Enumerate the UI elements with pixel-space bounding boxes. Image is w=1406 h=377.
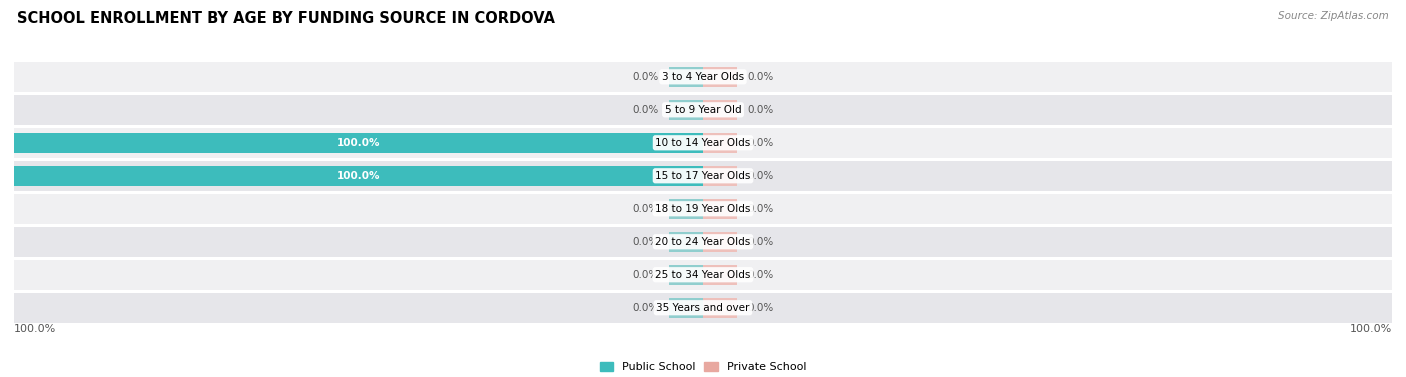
Text: 0.0%: 0.0% [748, 204, 775, 214]
Text: 0.0%: 0.0% [748, 237, 775, 247]
Bar [669, 265, 703, 285]
Text: 15 to 17 Year Olds: 15 to 17 Year Olds [655, 171, 751, 181]
Bar [669, 67, 703, 87]
Text: 18 to 19 Year Olds: 18 to 19 Year Olds [655, 204, 751, 214]
Bar [14, 293, 1392, 323]
Bar [14, 161, 1392, 191]
Text: 0.0%: 0.0% [748, 138, 775, 148]
Bar [703, 100, 738, 120]
Text: 0.0%: 0.0% [631, 204, 658, 214]
Text: 100.0%: 100.0% [337, 138, 380, 148]
Bar [14, 127, 1392, 158]
Bar [14, 194, 1392, 224]
Bar [14, 95, 1392, 125]
Bar [669, 297, 703, 318]
Text: 0.0%: 0.0% [748, 171, 775, 181]
Bar [703, 297, 738, 318]
Bar [669, 231, 703, 252]
Text: 100.0%: 100.0% [337, 171, 380, 181]
Bar [703, 199, 738, 219]
Text: 100.0%: 100.0% [1350, 324, 1392, 334]
Text: 0.0%: 0.0% [748, 105, 775, 115]
Text: 0.0%: 0.0% [748, 270, 775, 280]
Bar [703, 166, 738, 186]
Text: 0.0%: 0.0% [748, 303, 775, 313]
Text: SCHOOL ENROLLMENT BY AGE BY FUNDING SOURCE IN CORDOVA: SCHOOL ENROLLMENT BY AGE BY FUNDING SOUR… [17, 11, 555, 26]
Bar [14, 62, 1392, 92]
Text: 0.0%: 0.0% [631, 237, 658, 247]
Bar [14, 166, 703, 186]
Text: 25 to 34 Year Olds: 25 to 34 Year Olds [655, 270, 751, 280]
Text: 20 to 24 Year Olds: 20 to 24 Year Olds [655, 237, 751, 247]
Bar [669, 199, 703, 219]
Text: 100.0%: 100.0% [14, 324, 56, 334]
Bar [14, 133, 703, 153]
Text: 0.0%: 0.0% [631, 105, 658, 115]
Text: 3 to 4 Year Olds: 3 to 4 Year Olds [662, 72, 744, 82]
Bar [669, 100, 703, 120]
Bar [703, 231, 738, 252]
Bar [703, 265, 738, 285]
Text: 0.0%: 0.0% [631, 270, 658, 280]
Legend: Public School, Private School: Public School, Private School [595, 357, 811, 377]
Bar [703, 133, 738, 153]
Bar [14, 260, 1392, 290]
Text: 0.0%: 0.0% [631, 303, 658, 313]
Text: 0.0%: 0.0% [631, 72, 658, 82]
Text: 10 to 14 Year Olds: 10 to 14 Year Olds [655, 138, 751, 148]
Text: 0.0%: 0.0% [748, 72, 775, 82]
Bar [703, 67, 738, 87]
Text: Source: ZipAtlas.com: Source: ZipAtlas.com [1278, 11, 1389, 21]
Text: 35 Years and over: 35 Years and over [657, 303, 749, 313]
Bar [14, 227, 1392, 257]
Text: 5 to 9 Year Old: 5 to 9 Year Old [665, 105, 741, 115]
